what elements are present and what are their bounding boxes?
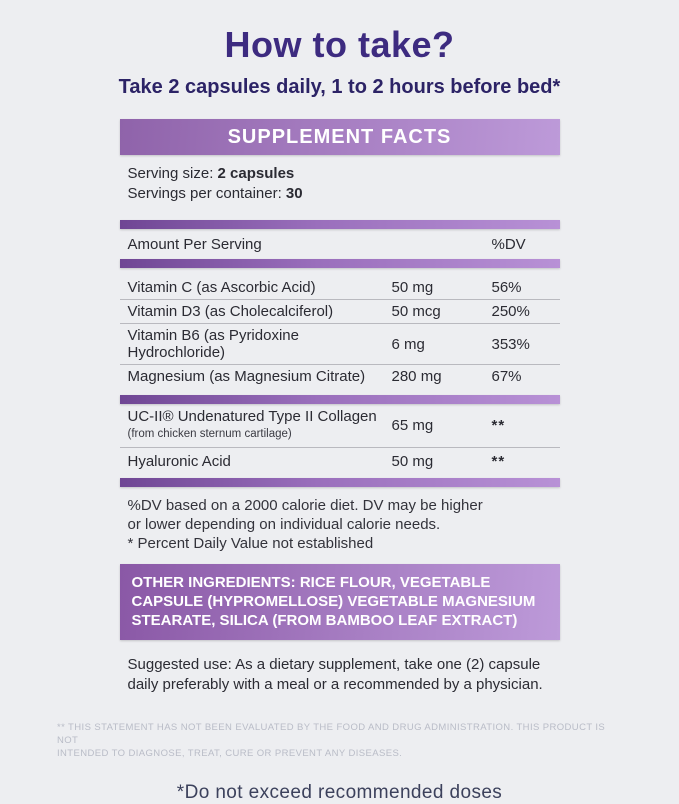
table-row: Magnesium (as Magnesium Citrate) 280 mg … (120, 365, 560, 388)
serving-size-value: 2 capsules (217, 165, 295, 182)
dv-header-label: %DV (491, 236, 526, 253)
fda-disclaimer-line: ** THIS STATEMENT HAS NOT BEEN EVALUATED… (57, 722, 606, 746)
suggested-use: Suggested use: As a dietary supplement, … (120, 655, 560, 695)
nutrient-amount: 65 mg (391, 417, 434, 434)
nutrient-dv: ** (491, 453, 506, 470)
divider-bar (119, 395, 560, 404)
nutrient-amount: 50 mg (391, 453, 434, 470)
nutrient-dv: ** (491, 417, 506, 434)
table-row: UC-II® Undenatured Type II Collagen (fro… (120, 404, 560, 447)
row-separator (119, 364, 560, 365)
row-separator (119, 299, 560, 300)
nutrient-table: Vitamin C (as Ascorbic Acid) 50 mg 56% V… (119, 276, 560, 388)
nutrient-name: Vitamin C (as Ascorbic Acid) (127, 279, 316, 296)
nutrient-amount: 280 mg (391, 368, 442, 385)
nutrient-amount: 50 mcg (391, 303, 441, 320)
suggested-use-line: Suggested use: As a dietary supplement, … (127, 656, 541, 673)
nutrient-amount: 50 mg (391, 279, 434, 296)
nutrient-name-main: UC-II® Undenatured Type II Collagen (127, 408, 377, 425)
nutrient-dv: 56% (491, 279, 522, 296)
servings-per-container-label: Servings per container: (127, 185, 282, 202)
do-not-exceed-note: *Do not exceed recommended doses (176, 782, 503, 803)
table-row: Vitamin B6 (as Pyridoxine Hydrochloride)… (120, 324, 560, 364)
nutrient-name-sub: (from chicken sternum cartilage) (127, 428, 292, 440)
footnote-line: * Percent Daily Value not established (127, 535, 374, 552)
page-title: How to take? (224, 24, 455, 65)
nutrient-dv: 67% (491, 368, 522, 385)
dv-footnotes: %DV based on a 2000 calorie diet. DV may… (120, 496, 560, 553)
servings-per-container-line: Servings per container: 30 (128, 184, 560, 204)
nutrient-name: Magnesium (as Magnesium Citrate) (127, 368, 366, 385)
nutrient-dv: 250% (491, 303, 530, 320)
nutrient-name: Vitamin D3 (as Cholecalciferol) (127, 303, 334, 320)
serving-size-line: Serving size: 2 capsules (128, 164, 560, 184)
fda-disclaimer-line: INTENDED TO DIAGNOSE, TREAT, CURE OR PRE… (57, 748, 403, 759)
amount-per-serving-label: Amount Per Serving (127, 236, 262, 253)
footnote-line: or lower depending on individual calorie… (127, 516, 441, 533)
serving-size-label: Serving size: (127, 165, 214, 182)
divider-bar (119, 478, 560, 487)
amount-per-serving-header-row: Amount Per Serving %DV (120, 229, 560, 259)
servings-per-container-value: 30 (285, 185, 303, 202)
nutrient-name: Hyaluronic Acid (127, 452, 231, 470)
other-ingredients-block: OTHER INGREDIENTS: RICE FLOUR, VEGETABLE… (119, 564, 560, 640)
table-row: Vitamin C (as Ascorbic Acid) 50 mg 56% (120, 276, 560, 299)
divider-bar (119, 259, 560, 268)
nutrient-amount: 6 mg (391, 335, 425, 353)
suggested-use-line: daily preferably with a meal or a recomm… (127, 676, 543, 693)
fda-disclaimer: ** THIS STATEMENT HAS NOT BEEN EVALUATED… (57, 721, 622, 760)
dosage-subtitle: Take 2 capsules daily, 1 to 2 hours befo… (118, 76, 561, 98)
nutrient-name: Vitamin B6 (as Pyridoxine Hydrochloride) (127, 327, 299, 361)
supplement-facts-panel: SUPPLEMENT FACTS Serving size: 2 capsule… (119, 119, 560, 695)
serving-info: Serving size: 2 capsules Servings per co… (120, 164, 560, 204)
row-separator (119, 323, 560, 324)
table-row: Hyaluronic Acid 50 mg ** (120, 448, 560, 475)
row-separator (119, 447, 560, 448)
footnote-line: %DV based on a 2000 calorie diet. DV may… (127, 497, 483, 514)
divider-bar (119, 220, 560, 229)
supplement-facts-header: SUPPLEMENT FACTS (119, 119, 560, 155)
nutrient-dv: 353% (491, 335, 530, 353)
nutrient-name: UC-II® Undenatured Type II Collagen (fro… (128, 409, 392, 442)
supplement-infographic: How to take? Take 2 capsules daily, 1 to… (57, 24, 605, 803)
table-row: Vitamin D3 (as Cholecalciferol) 50 mcg 2… (120, 300, 560, 323)
